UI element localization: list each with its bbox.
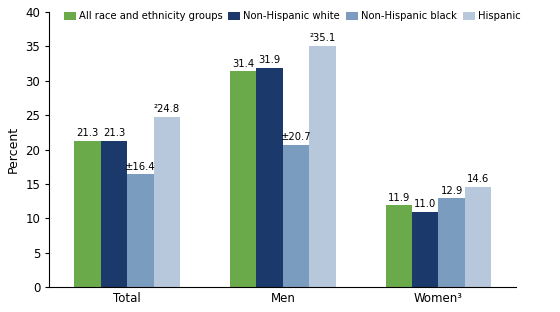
Bar xyxy=(230,71,256,287)
Text: 31.9: 31.9 xyxy=(259,55,281,65)
Bar xyxy=(101,141,127,287)
Text: 11.0: 11.0 xyxy=(414,199,436,209)
Bar xyxy=(438,198,465,287)
Bar xyxy=(74,141,101,287)
Legend: All race and ethnicity groups, Non-Hispanic white, Non-Hispanic black, Hispanic: All race and ethnicity groups, Non-Hispa… xyxy=(64,12,521,22)
Bar xyxy=(385,205,412,287)
Text: 12.9: 12.9 xyxy=(441,186,463,196)
Bar xyxy=(412,212,438,287)
Text: 21.3: 21.3 xyxy=(76,128,99,138)
Text: ±16.4: ±16.4 xyxy=(125,162,156,172)
Y-axis label: Percent: Percent xyxy=(7,126,20,173)
Bar xyxy=(283,145,309,287)
Bar xyxy=(465,187,491,287)
Bar xyxy=(309,46,336,287)
Text: 14.6: 14.6 xyxy=(467,174,489,184)
Bar xyxy=(153,117,180,287)
Text: 31.4: 31.4 xyxy=(232,59,254,69)
Text: ±20.7: ±20.7 xyxy=(281,132,311,142)
Bar xyxy=(256,68,283,287)
Text: 11.9: 11.9 xyxy=(388,193,410,203)
Text: ²24.8: ²24.8 xyxy=(154,104,180,114)
Text: 21.3: 21.3 xyxy=(103,128,125,138)
Text: ²35.1: ²35.1 xyxy=(309,33,335,43)
Bar xyxy=(127,174,153,287)
